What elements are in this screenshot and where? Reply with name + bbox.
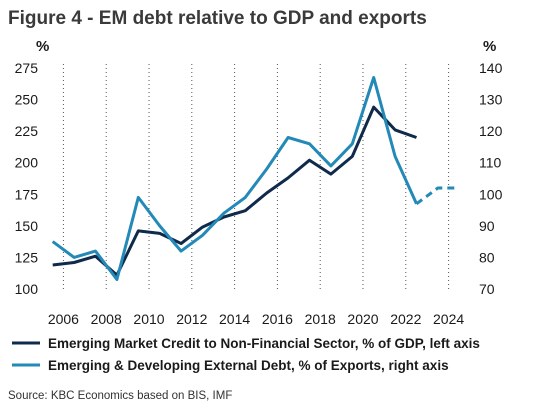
legend-label-2: Emerging & Developing External Debt, % o… [48, 358, 449, 373]
right-tick-100: 100 [479, 186, 503, 202]
right-axis-unit: % [483, 38, 496, 55]
x-tick-2022: 2022 [390, 311, 421, 327]
series-layer [51, 76, 460, 281]
x-tick-2006: 2006 [48, 311, 79, 327]
right-tick-130: 130 [479, 92, 503, 108]
left-tick-125: 125 [15, 249, 39, 265]
right-axis-ticks: 70 80 90 100 110 120 130 140 [479, 60, 503, 297]
x-tick-2010: 2010 [133, 311, 164, 327]
left-tick-150: 150 [15, 218, 39, 234]
series-line-2 [51, 76, 418, 281]
x-axis-ticks: 2006 2008 2010 2012 2014 2016 2018 2020 2022 2024 [48, 311, 465, 327]
x-tick-2018: 2018 [305, 311, 336, 327]
right-tick-90: 90 [479, 218, 495, 234]
right-tick-120: 120 [479, 123, 503, 139]
left-axis-ticks: 100 125 150 175 200 225 250 275 [15, 60, 39, 297]
chart-legend: Emerging Market Credit to Non-Financial … [12, 336, 480, 373]
x-tick-2008: 2008 [91, 311, 122, 327]
left-tick-250: 250 [15, 92, 39, 108]
right-tick-140: 140 [479, 60, 503, 76]
left-tick-200: 200 [15, 155, 39, 171]
left-tick-175: 175 [15, 186, 39, 202]
x-tick-2014: 2014 [219, 311, 250, 327]
left-axis-unit: % [36, 38, 49, 55]
right-tick-110: 110 [479, 155, 502, 171]
x-tick-2024: 2024 [433, 311, 464, 327]
chart-grid [62, 64, 450, 291]
right-tick-80: 80 [479, 249, 495, 265]
series-line-1 [52, 105, 418, 277]
left-tick-100: 100 [15, 281, 39, 297]
left-tick-275: 275 [15, 60, 39, 76]
x-tick-2020: 2020 [347, 311, 378, 327]
left-tick-225: 225 [15, 123, 39, 139]
legend-label-1: Emerging Market Credit to Non-Financial … [48, 336, 480, 351]
right-tick-70: 70 [479, 281, 495, 297]
series-line-3 [415, 186, 460, 206]
x-tick-2012: 2012 [176, 311, 207, 327]
source-note: Source: KBC Economics based on BIS, IMF [8, 390, 233, 402]
chart-title: Figure 4 - EM debt relative to GDP and e… [8, 8, 427, 29]
x-tick-2016: 2016 [262, 311, 293, 327]
